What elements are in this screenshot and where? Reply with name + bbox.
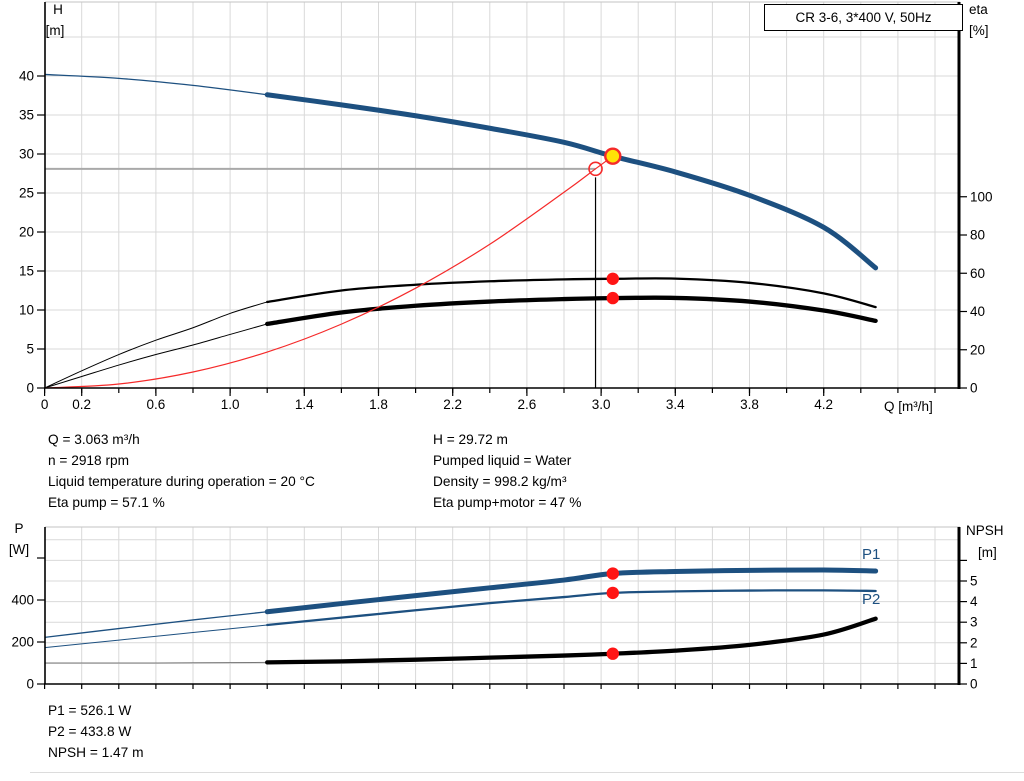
svg-text:15: 15 [19,264,34,279]
svg-text:0: 0 [41,397,49,412]
svg-text:4: 4 [970,594,978,609]
svg-text:25: 25 [19,186,34,201]
p2-curve-label: P2 [862,591,881,608]
svg-text:3: 3 [970,615,978,630]
annotation-head: H = 29.72 m [433,432,508,447]
duty-annotations-right: H = 29.72 m Pumped liquid = Water Densit… [433,429,581,513]
svg-text:0.6: 0.6 [147,397,166,412]
chart-title-box: CR 3-6, 3*400 V, 50Hz [764,4,963,31]
svg-text:0: 0 [26,381,34,396]
svg-text:30: 30 [19,147,34,162]
svg-text:2: 2 [970,635,978,650]
bottom-left-axis-label: P [14,521,24,536]
svg-text:20: 20 [19,225,34,240]
svg-text:2.6: 2.6 [518,397,537,412]
duty-annotations-left: Q = 3.063 m³/h n = 2918 rpm Liquid tempe… [48,429,315,513]
svg-text:10: 10 [19,303,34,318]
svg-text:400: 400 [11,593,34,608]
svg-text:40: 40 [970,304,985,319]
svg-text:4.2: 4.2 [814,397,833,412]
p1-curve-label: P1 [862,546,881,563]
svg-text:35: 35 [19,108,34,123]
annotation-temperature: Liquid temperature during operation = 20… [48,474,315,489]
top-right-axis-unit: [%] [969,23,989,38]
svg-text:40: 40 [19,69,34,84]
bottom-left-axis-unit: [W] [8,542,30,557]
svg-text:5: 5 [970,574,978,589]
svg-text:3.8: 3.8 [740,397,759,412]
svg-text:0: 0 [26,677,34,692]
svg-text:0: 0 [970,381,978,396]
annotation-npsh: NPSH = 1.47 m [48,745,144,760]
annotation-flow: Q = 3.063 m³/h [48,432,140,447]
svg-text:20: 20 [970,342,985,357]
svg-text:1.4: 1.4 [295,397,314,412]
x-axis-label: Q [m³/h] [884,399,933,414]
svg-text:3.4: 3.4 [666,397,685,412]
top-left-axis-label: H [53,2,63,17]
svg-text:5: 5 [26,342,34,357]
annotation-liquid: Pumped liquid = Water [433,453,572,468]
svg-text:200: 200 [11,635,34,650]
svg-text:100: 100 [970,189,993,204]
top-left-axis-unit: [m] [45,23,65,38]
top-right-axis-label: eta [969,2,988,17]
bottom-right-axis-label: NPSH [966,523,1004,538]
svg-text:1.0: 1.0 [221,397,240,412]
bottom-right-axis-unit: [m] [978,545,997,560]
annotation-eta-pump: Eta pump = 57.1 % [48,495,165,510]
svg-text:2.2: 2.2 [443,397,462,412]
power-annotations: P1 = 526.1 W P2 = 433.8 W NPSH = 1.47 m [48,700,143,763]
svg-text:1: 1 [970,656,978,671]
svg-text:1.8: 1.8 [369,397,388,412]
svg-text:60: 60 [970,266,985,281]
annotation-speed: n = 2918 rpm [48,453,130,468]
svg-text:0.2: 0.2 [72,397,91,412]
svg-text:0: 0 [970,677,978,692]
svg-text:80: 80 [970,228,985,243]
footer-divider [30,772,1024,773]
annotation-p2: P2 = 433.8 W [48,724,132,739]
svg-text:3.0: 3.0 [592,397,611,412]
annotation-p1: P1 = 526.1 W [48,703,132,718]
annotation-eta-total: Eta pump+motor = 47 % [433,495,582,510]
annotation-density: Density = 998.2 kg/m³ [433,474,567,489]
